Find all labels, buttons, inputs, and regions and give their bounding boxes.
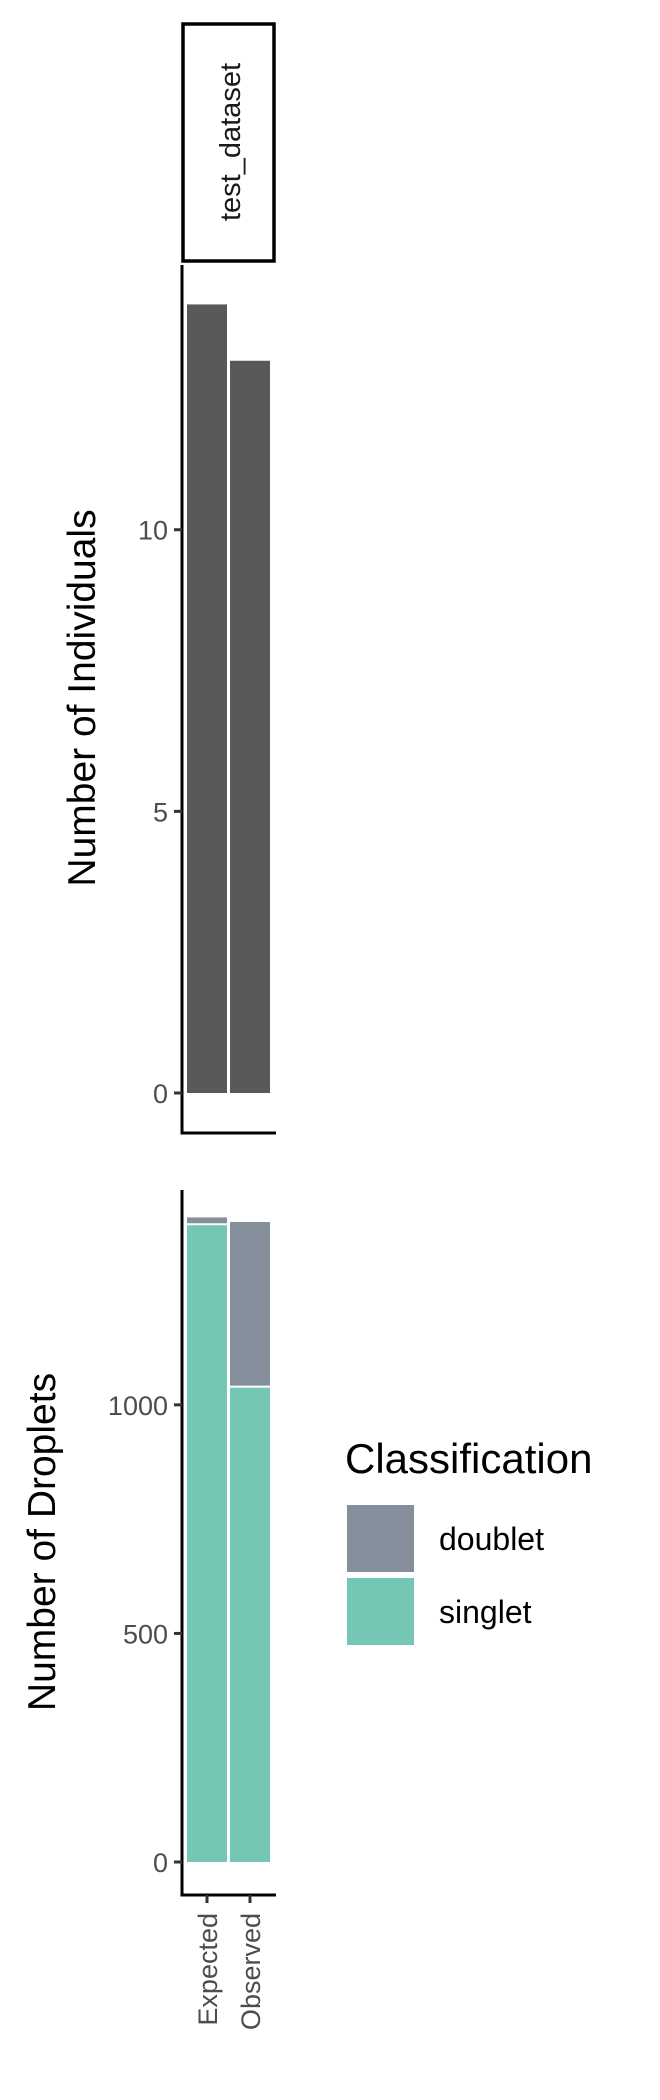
- droplets-y-ticks: 0 500 1000: [108, 1391, 182, 1878]
- droplets-y-tick-label: 0: [153, 1848, 168, 1878]
- legend-items: doublet singlet: [347, 1505, 544, 1645]
- droplets-panel: 0 500 1000 Expected Observed Number of Drop…: [21, 1190, 276, 2030]
- individuals-y-tick-label: 10: [138, 516, 168, 546]
- droplets-bar-observed-doublet: [230, 1222, 270, 1387]
- droplets-x-ticks: Expected Observed: [193, 1895, 266, 2030]
- individuals-bar-expected: [187, 304, 227, 1093]
- droplets-bars: [187, 1217, 270, 1862]
- facet-strip-box: [181, 22, 276, 263]
- legend-swatch-singlet: [347, 1578, 414, 1645]
- classification-legend: Classification doublet singlet: [345, 1435, 592, 1645]
- legend-swatch-doublet: [347, 1505, 414, 1572]
- individuals-y-ticks: 0 5 10: [138, 516, 182, 1109]
- droplets-bar-expected-doublet: [187, 1217, 227, 1225]
- droplets-y-tick-label: 500: [123, 1619, 168, 1649]
- legend-title: Classification: [345, 1435, 592, 1482]
- droplets-bar-observed-singlet: [230, 1386, 270, 1862]
- individuals-y-tick-label: 0: [153, 1079, 168, 1109]
- droplets-bar-expected-singlet: [187, 1224, 227, 1862]
- legend-label-doublet: doublet: [439, 1521, 544, 1557]
- x-tick-label-expected: Expected: [193, 1913, 223, 2026]
- legend-label-singlet: singlet: [439, 1594, 532, 1630]
- individuals-panel: 0 5 10 Number of Individuals: [61, 265, 276, 1135]
- individuals-y-tick-label: 5: [153, 797, 168, 827]
- individuals-bars: [187, 304, 270, 1093]
- x-tick-label-observed: Observed: [236, 1913, 266, 2030]
- facet-strip-label: test_dataset: [215, 63, 247, 221]
- individuals-bar-observed: [230, 360, 270, 1093]
- droplets-y-tick-label: 1000: [108, 1391, 168, 1421]
- individuals-y-axis-title: Number of Individuals: [61, 509, 104, 886]
- droplets-y-axis-title: Number of Droplets: [21, 1373, 64, 1711]
